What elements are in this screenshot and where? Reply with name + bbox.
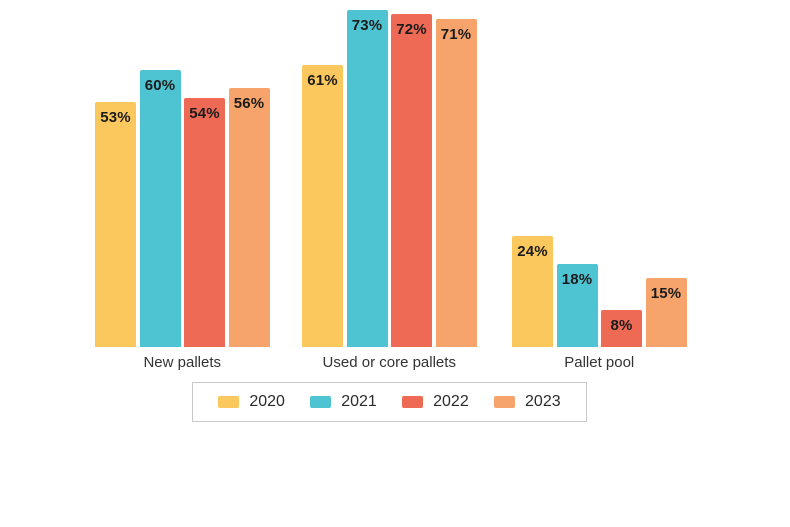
legend-item-2020: 2020 xyxy=(218,393,285,411)
category-label-pallet-pool: Pallet pool xyxy=(564,354,635,371)
bar-value-label: 60% xyxy=(144,76,176,94)
legend-swatch-2021 xyxy=(310,396,332,408)
bar-2021-new-pallets: 60% xyxy=(139,69,181,347)
bar-2023-pallet-pool: 15% xyxy=(645,277,687,347)
bar-2021-pallet-pool: 18% xyxy=(556,263,598,347)
bar-value-label: 71% xyxy=(440,25,472,43)
bar-2022-pallet-pool: 8% xyxy=(601,310,642,347)
legend-label-2020: 2020 xyxy=(249,393,285,410)
bar-value-label: 54% xyxy=(189,104,220,122)
category-label-new-pallets: New pallets xyxy=(143,354,222,371)
legend-label-2021: 2021 xyxy=(341,393,377,410)
bar-value-label: 73% xyxy=(351,16,383,34)
legend-swatch-2020 xyxy=(218,396,240,408)
bar-value-label: 8% xyxy=(610,317,633,335)
legend-item-2023: 2023 xyxy=(494,393,561,411)
legend-item-2021: 2021 xyxy=(310,393,377,411)
bar-2022-new-pallets: 54% xyxy=(184,97,225,347)
bar-2021-used-or-core-pallets: 73% xyxy=(346,9,388,347)
bar-value-label: 24% xyxy=(517,243,548,261)
bar-2022-used-or-core-pallets: 72% xyxy=(391,14,432,347)
bar-value-label: 56% xyxy=(233,95,265,113)
bar-value-label: 61% xyxy=(307,72,338,90)
legend-label-2022: 2022 xyxy=(433,393,469,410)
legend: 2020 2021 2022 2023 xyxy=(192,382,587,422)
bar-2023-new-pallets: 56% xyxy=(228,88,270,347)
bar-value-label: 72% xyxy=(396,21,427,39)
bar-2020-used-or-core-pallets: 61% xyxy=(302,65,343,347)
bar-2020-new-pallets: 53% xyxy=(95,102,136,347)
bar-value-label: 53% xyxy=(100,109,131,127)
legend-item-2022: 2022 xyxy=(402,393,469,411)
legend-label-2023: 2023 xyxy=(525,393,561,410)
category-label-used-or-core-pallets: Used or core pallets xyxy=(322,354,456,371)
legend-swatch-2022 xyxy=(402,396,424,408)
bar-2020-pallet-pool: 24% xyxy=(512,236,553,347)
legend-swatch-2023 xyxy=(494,396,516,408)
bar-2023-used-or-core-pallets: 71% xyxy=(435,18,477,347)
bar-value-label: 15% xyxy=(650,284,682,302)
plot-area: 53% 60% 54% 56% 61% 73% 72% 71% 24% 18% 8% 15% xyxy=(95,9,687,347)
bar-value-label: 18% xyxy=(561,270,593,288)
